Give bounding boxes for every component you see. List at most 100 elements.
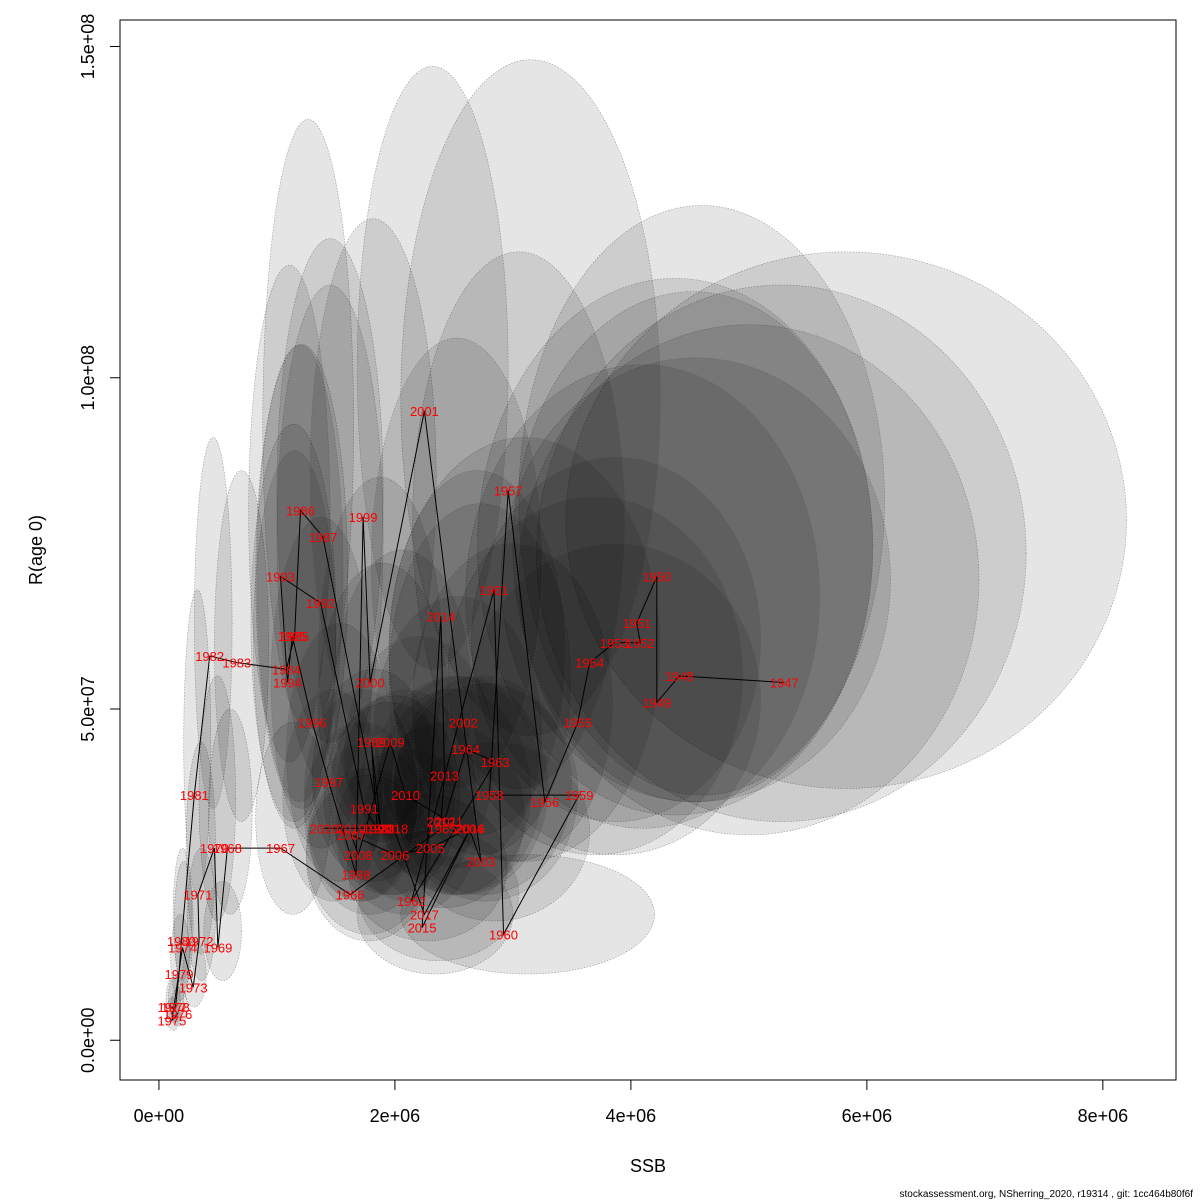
year-label-1971: 1971 — [183, 888, 212, 903]
year-label-1984: 1984 — [272, 662, 301, 677]
year-label-2017: 2017 — [410, 907, 439, 922]
confidence-ellipse-2015 — [356, 854, 514, 975]
y-tick-label: 5.0e+07 — [78, 676, 98, 742]
confidence-ellipse-2001 — [356, 66, 509, 670]
x-axis: 0e+00 2e+06 4e+06 6e+06 8e+06 — [134, 1079, 1129, 1126]
year-label-1949: 1949 — [642, 695, 671, 710]
confidence-ellipse-1971 — [185, 741, 216, 955]
year-label-1982: 1982 — [195, 649, 224, 664]
confidence-ellipse-1972 — [186, 847, 216, 981]
year-label-1956: 1956 — [530, 795, 559, 810]
confidence-ellipse-2016 — [392, 682, 579, 902]
year-label-2008: 2008 — [344, 848, 373, 863]
year-label-2019: 2019 — [337, 821, 366, 836]
year-label-1953: 1953 — [600, 636, 629, 651]
confidence-ellipse-1992 — [276, 284, 384, 789]
year-label-1985: 1985 — [280, 629, 309, 644]
confidence-ellipse-2007 — [303, 721, 419, 902]
year-label-1947: 1947 — [770, 676, 799, 691]
year-label-1964: 1964 — [451, 742, 480, 757]
confidence-ellipse-1952 — [500, 357, 891, 803]
year-label-2013: 2013 — [430, 768, 459, 783]
confidence-ellipse-1948 — [536, 284, 1027, 822]
confidence-ellipse-1953 — [477, 278, 874, 816]
confidence-ellipse-1973 — [182, 940, 207, 1008]
confidence-ellipse-1980 — [172, 847, 193, 981]
x-tick-label: 2e+06 — [370, 1106, 421, 1126]
confidence-ellipses — [165, 59, 1127, 1031]
x-tick-label: 4e+06 — [606, 1106, 657, 1126]
confidence-ellipse-2004 — [394, 675, 573, 895]
year-label-1977: 1977 — [157, 1000, 186, 1015]
confidence-ellipse-1962 — [347, 794, 508, 942]
confidence-ellipse-1955 — [471, 456, 761, 822]
year-label-1951: 1951 — [622, 616, 651, 631]
year-label-2012: 2012 — [426, 815, 455, 830]
year-label-2005: 2005 — [416, 841, 445, 856]
y-axis: 0.0e+00 5.0e+07 1.0e+08 1.5e+08 — [78, 14, 121, 1073]
year-label-1955: 1955 — [563, 715, 592, 730]
year-label-1990: 1990 — [363, 821, 392, 836]
year-label-1999: 1999 — [349, 510, 378, 525]
confidence-ellipse-2003 — [400, 741, 590, 922]
trajectory-line — [170, 410, 785, 1022]
year-label-2003: 2003 — [467, 854, 496, 869]
confidence-ellipse-1997 — [286, 622, 393, 882]
confidence-ellipse-1956 — [447, 496, 744, 856]
year-label-1980: 1980 — [167, 934, 196, 949]
year-label-1998: 1998 — [342, 868, 371, 883]
x-tick-label: 8e+06 — [1078, 1106, 1129, 1126]
confidence-ellipse-1947 — [565, 251, 1127, 789]
year-label-1994: 1994 — [273, 676, 302, 691]
year-label-1963: 1963 — [481, 755, 510, 770]
confidence-ellipse-1968 — [208, 708, 253, 915]
year-label-1965: 1965 — [428, 821, 457, 836]
confidence-ellipse-2014 — [371, 337, 543, 789]
year-label-1983: 1983 — [222, 656, 251, 671]
year-label-1976: 1976 — [163, 1007, 192, 1022]
confidence-ellipse-1982 — [194, 437, 233, 809]
year-label-1960: 1960 — [489, 927, 518, 942]
year-label-2018: 2018 — [379, 821, 408, 836]
year-label-1981: 1981 — [180, 788, 209, 803]
year-label-1966: 1966 — [336, 888, 365, 903]
year-label-1970: 1970 — [200, 841, 229, 856]
year-label-1974: 1974 — [168, 941, 197, 956]
year-label-1950: 1950 — [642, 570, 671, 585]
confidence-ellipse-1957 — [400, 59, 661, 736]
year-label-1973: 1973 — [179, 980, 208, 995]
year-label-1991: 1991 — [350, 801, 379, 816]
year-label-1993: 1993 — [266, 570, 295, 585]
year-label-1948: 1948 — [665, 669, 694, 684]
confidence-ellipse-1993 — [248, 264, 331, 763]
year-label-1954: 1954 — [575, 656, 604, 671]
year-label-1986: 1986 — [286, 503, 315, 518]
confidence-ellipse-1964 — [388, 503, 573, 856]
year-label-1969: 1969 — [203, 941, 232, 956]
year-label-2000: 2000 — [356, 676, 385, 691]
year-label-1952: 1952 — [626, 636, 655, 651]
confidence-ellipse-1963 — [412, 543, 614, 862]
y-tick-label: 0.0e+00 — [78, 1007, 98, 1073]
year-label-2009: 2009 — [376, 735, 405, 750]
year-label-1975: 1975 — [157, 1013, 186, 1028]
x-tick-label: 0e+00 — [134, 1106, 185, 1126]
year-label-2004: 2004 — [455, 821, 484, 836]
year-label-1995: 1995 — [278, 629, 307, 644]
confidence-ellipse-1954 — [465, 364, 820, 829]
y-tick-label: 1.5e+08 — [78, 14, 98, 80]
confidence-ellipse-1983 — [214, 470, 269, 822]
confidence-ellipse-1967 — [255, 721, 331, 915]
year-label-1978: 1978 — [161, 1000, 190, 1015]
year-label-1989: 1989 — [357, 735, 386, 750]
year-label-1992: 1992 — [306, 596, 335, 611]
confidence-ellipse-1960 — [400, 854, 655, 975]
year-label-2010: 2010 — [391, 788, 420, 803]
year-label-1972: 1972 — [185, 934, 214, 949]
year-label-1959: 1959 — [565, 788, 594, 803]
y-axis-title: R(age 0) — [26, 515, 46, 585]
year-label-2002: 2002 — [449, 715, 478, 730]
year-label-1968: 1968 — [213, 841, 242, 856]
